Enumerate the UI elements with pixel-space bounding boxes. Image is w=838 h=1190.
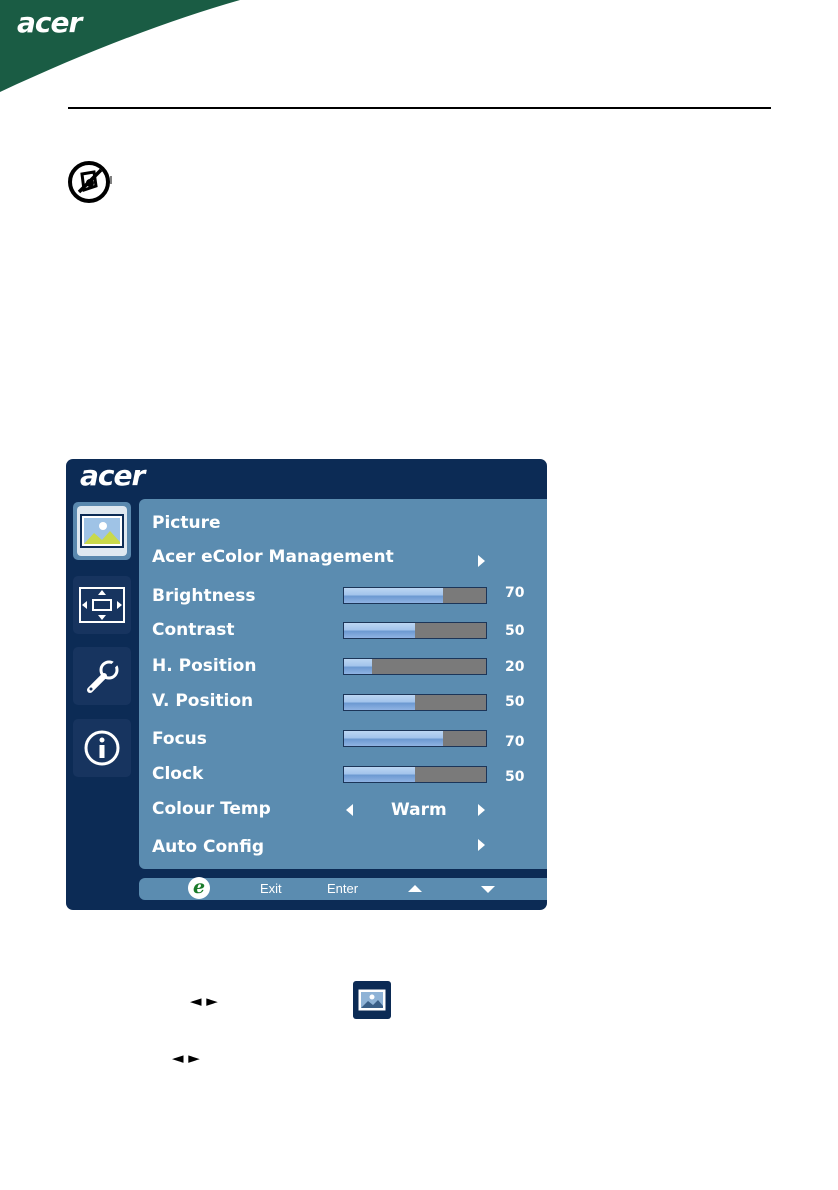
clock-label: Clock	[152, 764, 204, 784]
brightness-slider[interactable]	[343, 587, 487, 604]
e-key-icon[interactable]: e	[188, 877, 210, 899]
settings-wrench-icon	[77, 651, 127, 701]
left-right-arrows-row2: ◄ ►	[172, 1049, 200, 1067]
ecolor-management-item[interactable]: Acer eColor Management	[152, 547, 394, 567]
header-rule	[68, 107, 771, 109]
v-position-label: V. Position	[152, 691, 254, 711]
clock-value: 50	[505, 769, 525, 785]
v-position-slider[interactable]	[343, 694, 487, 711]
focus-label: Focus	[152, 729, 207, 749]
picture-tab[interactable]	[73, 502, 131, 560]
acer-logo: acer	[17, 6, 82, 39]
clock-fill	[344, 767, 415, 782]
focus-slider[interactable]	[343, 730, 487, 747]
auto-config-arrow-icon[interactable]	[478, 839, 485, 851]
up-arrow-icon[interactable]	[408, 885, 422, 892]
left-right-arrows-row1: ◄ ►	[190, 992, 218, 1010]
colour-temp-right-arrow-icon[interactable]	[478, 804, 485, 816]
h-position-label: H. Position	[152, 656, 257, 676]
brightness-fill	[344, 588, 444, 603]
h-position-slider[interactable]	[343, 658, 487, 675]
enter-key[interactable]: Enter	[327, 881, 359, 896]
position-tab[interactable]	[73, 576, 131, 634]
osd-footer: e Exit Enter	[139, 877, 547, 900]
contrast-label: Contrast	[152, 620, 235, 640]
menu-title: Picture	[152, 513, 221, 533]
colour-temp-label: Colour Temp	[152, 799, 271, 819]
osd-panel: acer	[66, 459, 547, 910]
clock-slider[interactable]	[343, 766, 487, 783]
colour-temp-value[interactable]: Warm	[391, 800, 447, 820]
v-position-value: 50	[505, 694, 525, 710]
down-arrow-icon[interactable]	[481, 886, 495, 893]
info-tab[interactable]	[73, 719, 131, 777]
contrast-slider[interactable]	[343, 622, 487, 639]
contrast-value: 50	[505, 623, 525, 639]
brightness-label: Brightness	[152, 586, 256, 606]
h-position-value: 20	[505, 659, 525, 675]
header-corner	[0, 0, 300, 100]
h-position-fill	[344, 659, 373, 674]
contrast-fill	[344, 623, 415, 638]
info-icon	[77, 723, 127, 773]
ecolor-arrow-icon[interactable]	[478, 555, 485, 567]
position-icon	[77, 580, 127, 630]
picture-icon	[77, 506, 127, 556]
acer-note-icon	[67, 160, 115, 204]
focus-value: 70	[505, 734, 525, 750]
picture-menu: Picture Acer eColor Management Brightnes…	[139, 499, 547, 869]
colour-temp-left-arrow-icon[interactable]	[346, 804, 353, 816]
osd-acer-logo: acer	[80, 459, 145, 492]
v-position-fill	[344, 695, 415, 710]
auto-config-item[interactable]: Auto Config	[152, 837, 265, 857]
settings-tab[interactable]	[73, 647, 131, 705]
exit-key[interactable]: Exit	[260, 881, 282, 896]
focus-fill	[344, 731, 444, 746]
picture-icon-inline	[353, 981, 391, 1019]
brightness-value: 70	[505, 585, 525, 601]
